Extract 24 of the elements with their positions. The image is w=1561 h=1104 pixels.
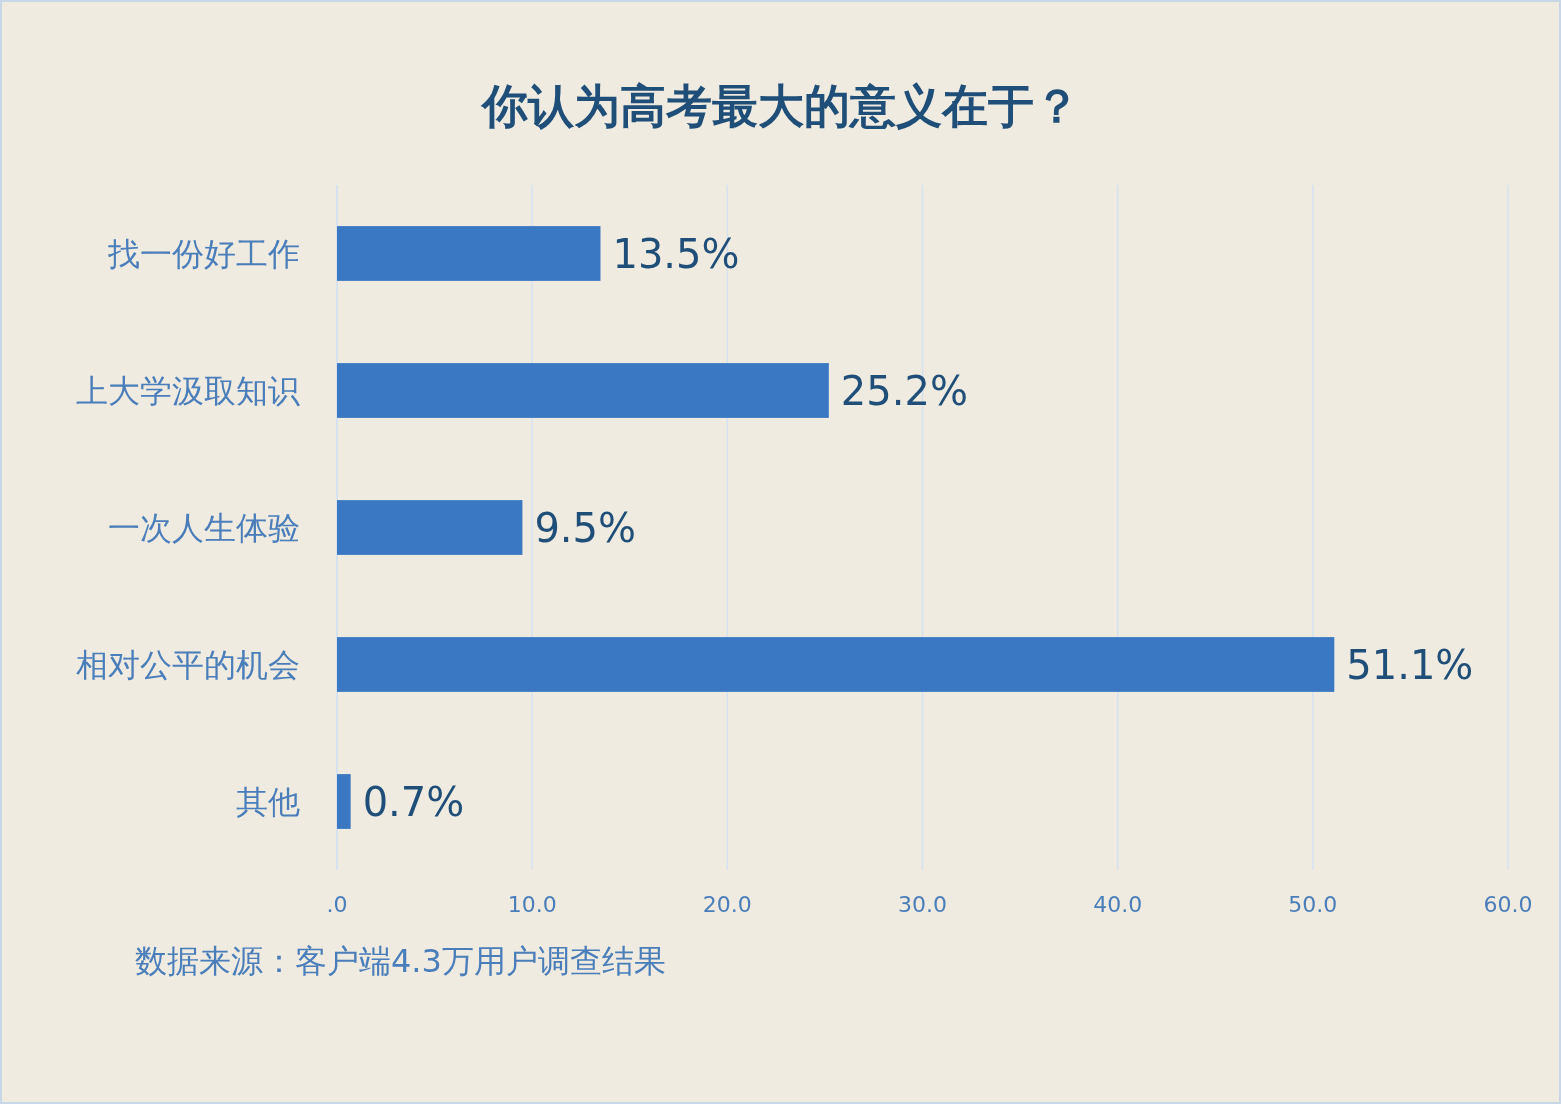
x-tick-label: 50.0: [1288, 892, 1338, 917]
bar: [337, 500, 523, 555]
bar: [337, 226, 601, 281]
x-tick-label: 10.0: [507, 892, 557, 917]
bar: [337, 774, 351, 829]
bar: [337, 363, 829, 418]
data-label: 25.2%: [840, 367, 968, 414]
y-tick-label: 找一份好工作: [107, 234, 300, 273]
y-tick-label: 一次人生体验: [108, 508, 300, 547]
y-tick-label: 其他: [236, 782, 300, 821]
data-label: 9.5%: [534, 504, 637, 551]
chart-title: 你认为高考最大的意义在于？: [479, 79, 1080, 133]
data-label: 13.5%: [612, 230, 740, 277]
x-tick-label: .0: [326, 892, 348, 917]
x-tick-label: 40.0: [1093, 892, 1143, 917]
source-note: 数据来源：客户端4.3万用户调查结果: [135, 942, 666, 980]
y-tick-label: 相对公平的机会: [76, 645, 300, 684]
x-tick-label: 60.0: [1483, 892, 1533, 917]
data-label: 51.1%: [1346, 641, 1474, 688]
x-tick-label: 30.0: [898, 892, 947, 917]
data-label: 0.7%: [362, 778, 465, 825]
y-tick-label: 上大学汲取知识: [76, 371, 300, 410]
bar: [337, 637, 1335, 692]
x-tick-label: 20.0: [702, 892, 752, 917]
